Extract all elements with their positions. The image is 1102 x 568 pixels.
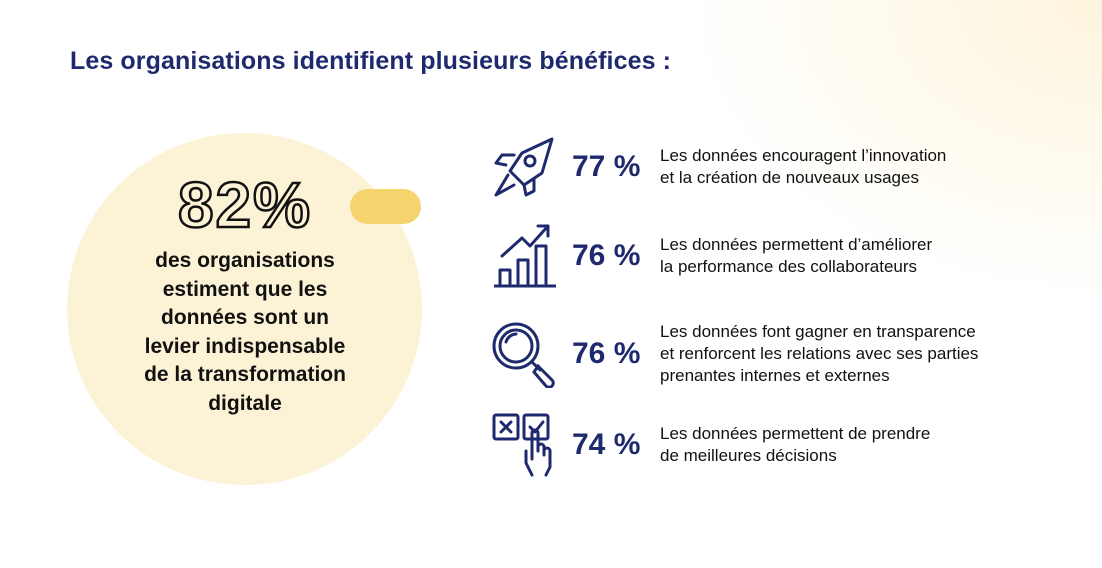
desc-line: données sont un	[161, 306, 329, 329]
benefit-row: 76 % Les données font gagner en transpar…	[490, 320, 978, 388]
desc-line: estiment que les	[162, 277, 328, 301]
benefit-text: Les données encouragent l’innovation et …	[660, 145, 946, 189]
text-line: et renforcent les relations avec ses par…	[660, 344, 979, 363]
background-glow	[602, 0, 1102, 320]
text-line: Les données encouragent l’innovation	[660, 146, 947, 165]
benefit-row: 77 % Les données encouragent l’innovatio…	[490, 133, 946, 201]
desc-line: levier indispensable	[144, 334, 346, 358]
desc-line: digitale	[208, 391, 282, 415]
growth-chart-icon	[494, 224, 556, 288]
text-line: Les données permettent d’améliorer	[660, 235, 933, 254]
benefit-text: Les données font gagner en transparence …	[660, 321, 978, 387]
benefit-row: 74 % Les données permettent de prendre d…	[490, 411, 930, 479]
benefit-row: 76 % Les données permettent d’améliorer …	[490, 222, 932, 290]
benefit-percent: 74 %	[572, 428, 641, 461]
highlight-description: des organisations estiment que les donné…	[100, 247, 390, 418]
benefit-text: Les données permettent de prendre de mei…	[660, 423, 930, 467]
text-line: la performance des collaborateurs	[660, 257, 918, 276]
text-line: de meilleures décisions	[660, 446, 837, 465]
text-line: prenantes internes et externes	[660, 366, 890, 385]
rocket-icon	[494, 137, 554, 197]
desc-line: de la transformation	[144, 363, 346, 386]
text-line: Les données font gagner en transparence	[660, 322, 976, 341]
text-line: et la création de nouveaux usages	[660, 168, 919, 187]
benefit-percent: 76 %	[572, 337, 641, 370]
page-title: Les organisations identifient plusieurs …	[70, 47, 672, 75]
benefit-percent: 76 %	[572, 239, 641, 272]
highlight-value: 82%	[177, 168, 313, 243]
benefit-percent: 77 %	[572, 150, 641, 183]
desc-line: des organisations	[155, 249, 335, 272]
checkbox-click-icon	[492, 413, 552, 477]
text-line: Les données permettent de prendre	[660, 424, 931, 443]
magnifier-icon	[492, 322, 555, 388]
decorative-pill	[350, 189, 421, 224]
benefit-text: Les données permettent d’améliorer la pe…	[660, 234, 932, 278]
